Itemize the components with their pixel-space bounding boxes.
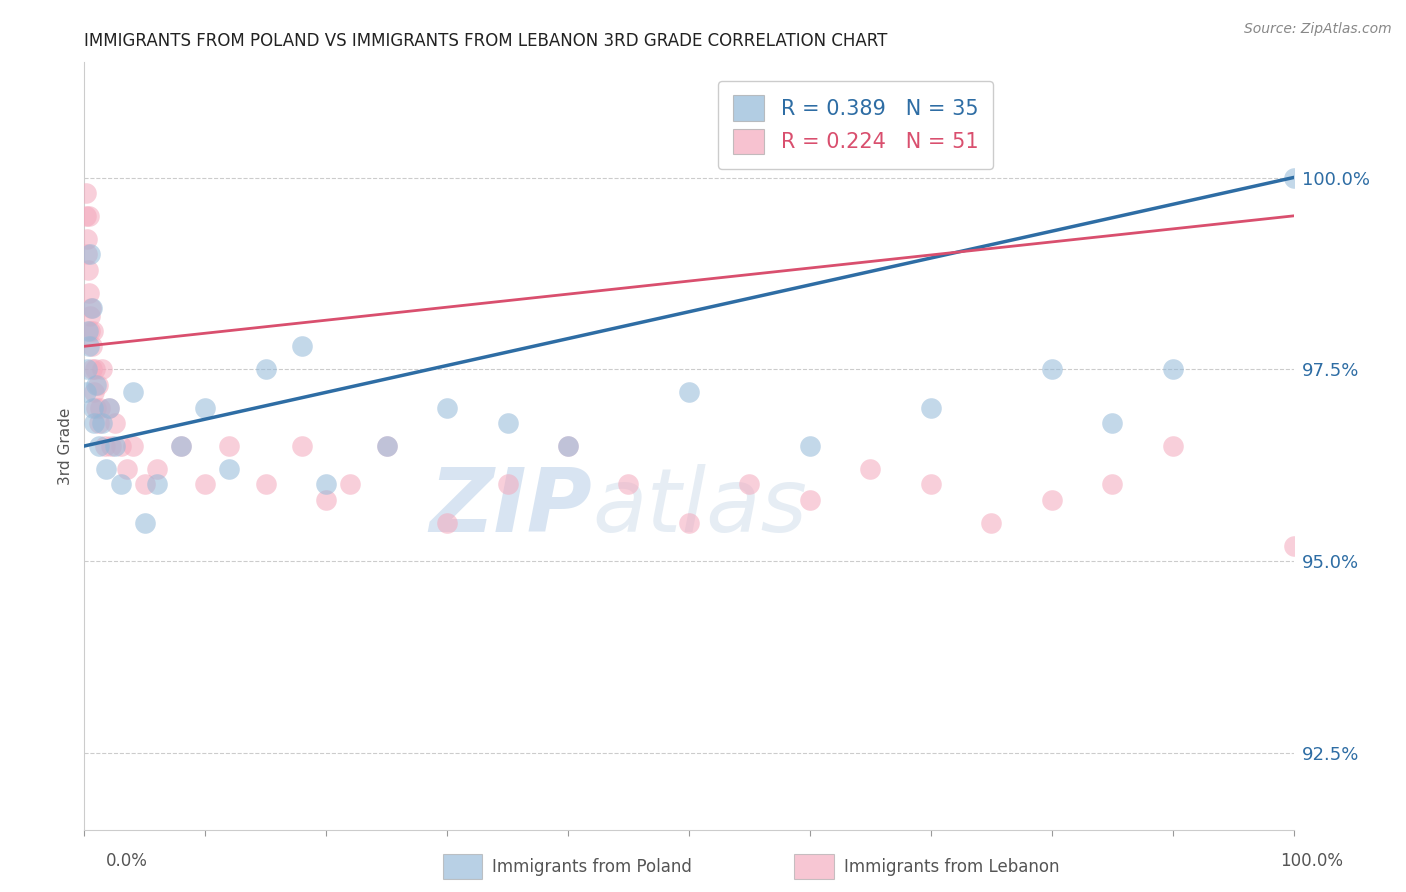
Point [79, 247, 101, 261]
Point [738, 477, 761, 491]
Point [77, 209, 100, 223]
Point [678, 516, 700, 530]
Point [375, 439, 398, 453]
Point [86, 377, 108, 392]
Point [146, 477, 169, 491]
Point [115, 462, 138, 476]
Point [79, 324, 101, 338]
Point [94, 462, 117, 476]
Point [121, 385, 143, 400]
Point [110, 477, 132, 491]
Point [1282, 539, 1305, 553]
Text: Immigrants from Poland: Immigrants from Poland [492, 858, 692, 876]
Point [436, 516, 458, 530]
Point [920, 477, 942, 491]
Point [84, 362, 107, 376]
Point [315, 477, 337, 491]
Point [339, 477, 361, 491]
Point [79, 309, 101, 323]
Text: Source: ZipAtlas.com: Source: ZipAtlas.com [1244, 22, 1392, 37]
Point [87, 416, 110, 430]
Point [1040, 492, 1063, 507]
Text: 100.0%: 100.0% [1279, 852, 1343, 870]
Point [97, 401, 120, 415]
Point [94, 439, 117, 453]
Point [146, 462, 169, 476]
Point [617, 477, 640, 491]
Point [859, 462, 882, 476]
Point [375, 439, 398, 453]
Point [76, 362, 98, 376]
Point [799, 439, 821, 453]
Point [1161, 362, 1184, 376]
Point [89, 401, 111, 415]
Point [254, 362, 277, 376]
Point [77, 324, 100, 338]
Point [170, 439, 193, 453]
Point [1040, 362, 1063, 376]
Point [194, 401, 217, 415]
Point [91, 416, 114, 430]
Point [496, 416, 519, 430]
Point [75, 186, 97, 200]
Point [170, 439, 193, 453]
Point [496, 477, 519, 491]
Point [291, 439, 314, 453]
Point [110, 439, 132, 453]
Point [100, 439, 122, 453]
Legend: R = 0.389   N = 35, R = 0.224   N = 51: R = 0.389 N = 35, R = 0.224 N = 51 [718, 80, 993, 169]
Point [104, 416, 127, 430]
Point [254, 477, 277, 491]
Point [77, 285, 100, 300]
Point [678, 385, 700, 400]
Point [76, 247, 98, 261]
Point [291, 339, 314, 353]
Point [97, 401, 120, 415]
Y-axis label: 3rd Grade: 3rd Grade [58, 408, 73, 484]
Point [80, 339, 103, 353]
Point [557, 439, 579, 453]
Text: IMMIGRANTS FROM POLAND VS IMMIGRANTS FROM LEBANON 3RD GRADE CORRELATION CHART: IMMIGRANTS FROM POLAND VS IMMIGRANTS FRO… [84, 32, 887, 50]
Point [194, 477, 217, 491]
Point [75, 209, 97, 223]
Point [83, 385, 105, 400]
Text: ZIP: ZIP [429, 464, 592, 551]
Point [799, 492, 821, 507]
Point [134, 477, 156, 491]
Point [1101, 416, 1123, 430]
Point [218, 462, 240, 476]
Point [83, 416, 105, 430]
Point [91, 362, 114, 376]
Point [87, 439, 110, 453]
Point [436, 401, 458, 415]
Point [86, 401, 108, 415]
Text: atlas: atlas [592, 465, 807, 550]
Point [77, 262, 100, 277]
Point [218, 439, 240, 453]
Point [920, 401, 942, 415]
Point [82, 362, 104, 376]
Point [75, 385, 97, 400]
Point [1161, 439, 1184, 453]
Point [1282, 170, 1305, 185]
Point [557, 439, 579, 453]
Point [86, 377, 108, 392]
Text: 0.0%: 0.0% [105, 852, 148, 870]
Point [77, 339, 100, 353]
Point [1101, 477, 1123, 491]
Point [80, 301, 103, 315]
Point [76, 232, 98, 246]
Point [121, 439, 143, 453]
Point [980, 516, 1002, 530]
Point [134, 516, 156, 530]
Point [80, 301, 103, 315]
Text: Immigrants from Lebanon: Immigrants from Lebanon [844, 858, 1059, 876]
Point [82, 324, 104, 338]
Point [315, 492, 337, 507]
Point [104, 439, 127, 453]
Point [82, 401, 104, 415]
